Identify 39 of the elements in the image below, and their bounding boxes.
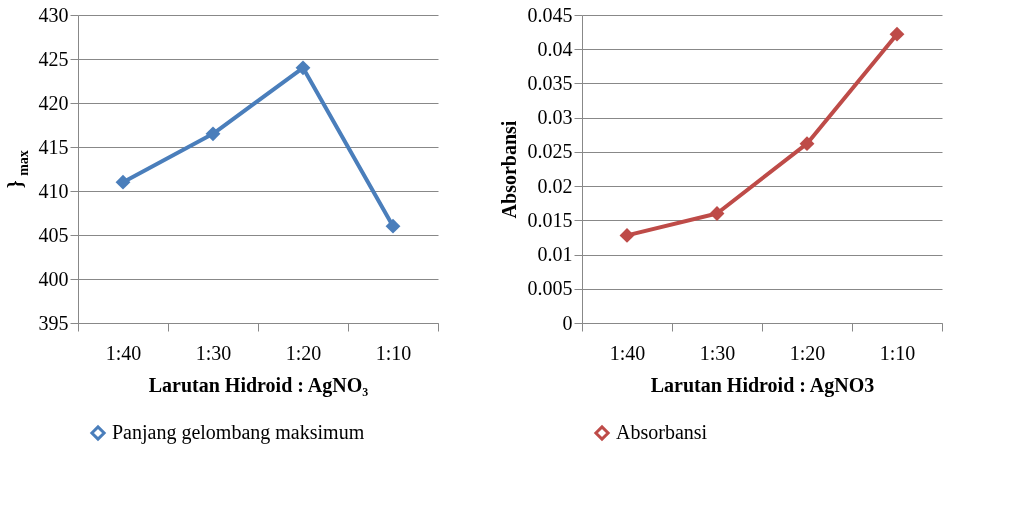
x-tick-label: 1:40 — [105, 341, 142, 364]
point — [115, 174, 131, 190]
y-tick-label: 0.045 — [527, 3, 573, 26]
y-tick-label: 430 — [38, 3, 69, 26]
legend-label: Panjang gelombang maksimum — [112, 421, 365, 444]
y-tick-label: 395 — [38, 311, 69, 334]
y-tick-label: 405 — [38, 223, 69, 246]
y-tick-label: 0.01 — [537, 243, 573, 266]
y-tick-label: 0.005 — [527, 277, 573, 300]
y-tick-label: 415 — [38, 135, 69, 158]
y-tick-label: 0.015 — [527, 208, 573, 231]
y-tick-label: 425 — [38, 47, 69, 70]
y-tick-label: 0 — [562, 311, 573, 334]
y-tick-label: 0.035 — [527, 71, 573, 94]
x-tick-label: 1:10 — [375, 341, 412, 364]
y-tick-label: 0.02 — [537, 174, 573, 197]
y-tick-label: 410 — [38, 179, 69, 202]
x-axis-title: Larutan Hidroid : AgNO₃ — [148, 373, 369, 397]
y-tick-label: 0.04 — [537, 37, 573, 60]
x-axis-title: Larutan Hidroid : AgNO3 — [650, 373, 875, 397]
y-tick-label: 420 — [38, 91, 69, 114]
point — [205, 126, 221, 142]
point — [799, 136, 815, 152]
legend-label: Absorbansi — [616, 421, 708, 443]
x-tick-label: 1:20 — [285, 341, 322, 364]
y-axis-title: Absorbansi — [497, 120, 520, 219]
x-tick-label: 1:20 — [789, 341, 826, 364]
y-axis-title: }max — [4, 150, 31, 189]
x-tick-label: 1:10 — [879, 341, 916, 364]
point — [619, 227, 635, 243]
y-tick-label: 0.03 — [537, 106, 573, 129]
point — [295, 60, 311, 76]
x-tick-label: 1:30 — [195, 341, 232, 364]
point — [889, 26, 905, 42]
x-tick-label: 1:30 — [699, 341, 736, 364]
y-tick-label: 400 — [38, 267, 69, 290]
x-tick-label: 1:40 — [609, 341, 646, 364]
y-tick-label: 0.025 — [527, 140, 573, 163]
point — [385, 218, 401, 234]
